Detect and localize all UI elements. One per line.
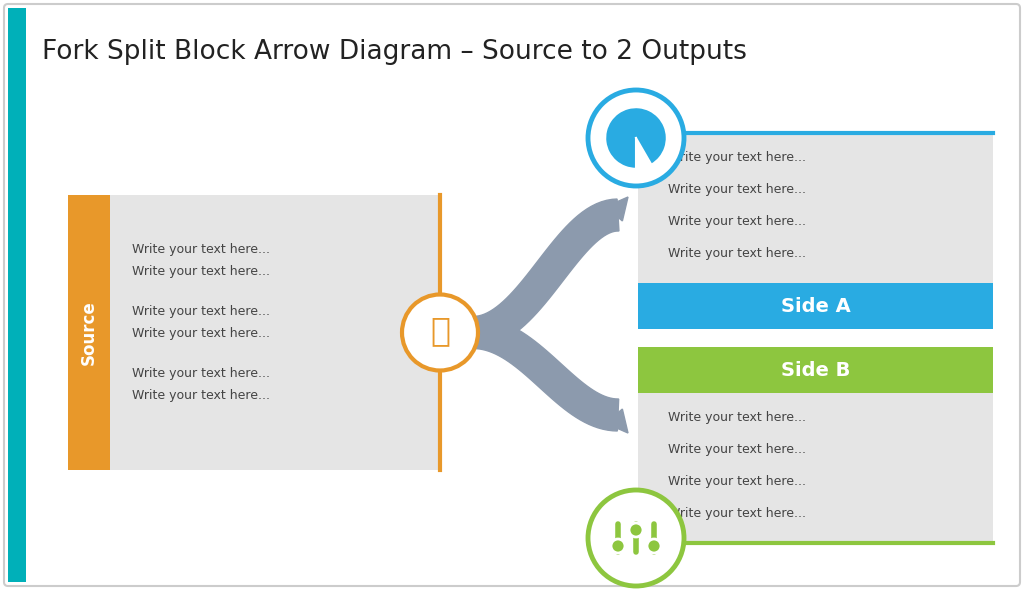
Text: Write your text here...: Write your text here... bbox=[132, 306, 270, 319]
Bar bbox=[8, 8, 26, 582]
Text: Write your text here...: Write your text here... bbox=[132, 266, 270, 278]
Text: Write your text here...: Write your text here... bbox=[668, 247, 806, 261]
Circle shape bbox=[588, 90, 684, 186]
Text: Write your text here...: Write your text here... bbox=[668, 152, 806, 165]
Text: Write your text here...: Write your text here... bbox=[132, 327, 270, 340]
Text: Write your text here...: Write your text here... bbox=[132, 389, 270, 402]
Text: Fork Split Block Arrow Diagram – Source to 2 Outputs: Fork Split Block Arrow Diagram – Source … bbox=[42, 39, 746, 65]
Text: Write your text here...: Write your text here... bbox=[668, 411, 806, 424]
Bar bbox=[638, 347, 993, 393]
Text: Write your text here...: Write your text here... bbox=[668, 476, 806, 489]
Text: Write your text here...: Write your text here... bbox=[668, 183, 806, 196]
Text: Write your text here...: Write your text here... bbox=[668, 507, 806, 520]
Circle shape bbox=[629, 523, 643, 537]
Text: Side B: Side B bbox=[781, 360, 850, 379]
Bar bbox=[638, 393, 993, 543]
Text: Write your text here...: Write your text here... bbox=[132, 368, 270, 381]
Polygon shape bbox=[605, 197, 628, 221]
Text: Write your text here...: Write your text here... bbox=[668, 444, 806, 457]
Polygon shape bbox=[472, 199, 618, 349]
Text: Write your text here...: Write your text here... bbox=[668, 215, 806, 228]
Bar bbox=[110, 195, 440, 470]
Bar bbox=[638, 283, 993, 329]
Polygon shape bbox=[472, 316, 618, 431]
Text: Source: Source bbox=[80, 300, 98, 365]
Wedge shape bbox=[606, 108, 666, 168]
Circle shape bbox=[647, 539, 662, 553]
Circle shape bbox=[611, 539, 625, 553]
Text: Write your text here...: Write your text here... bbox=[132, 244, 270, 257]
Bar bbox=[68, 195, 110, 470]
Text: 💡: 💡 bbox=[430, 314, 450, 347]
Wedge shape bbox=[636, 138, 651, 168]
Text: Side A: Side A bbox=[780, 297, 850, 316]
Circle shape bbox=[588, 490, 684, 586]
Polygon shape bbox=[605, 409, 628, 433]
FancyBboxPatch shape bbox=[4, 4, 1020, 586]
Bar bbox=[638, 133, 993, 283]
Circle shape bbox=[402, 294, 478, 371]
